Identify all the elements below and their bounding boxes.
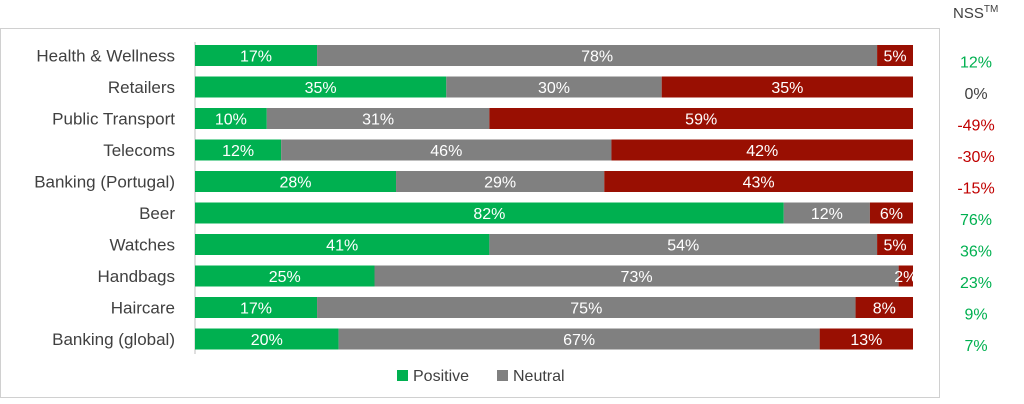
data-label: 35% — [305, 80, 337, 97]
category-label: Haircare — [111, 299, 175, 318]
chart-frame — [0, 28, 940, 398]
data-label: 12% — [811, 206, 843, 223]
data-label: 5% — [883, 238, 906, 255]
bar-segment — [195, 45, 318, 66]
category-label: Watches — [109, 236, 175, 255]
bar-segment — [195, 171, 397, 192]
data-label: 28% — [280, 175, 312, 192]
bar-segment — [661, 76, 913, 98]
data-label: 30% — [538, 80, 570, 97]
bar-segment — [281, 139, 612, 161]
data-label: 13% — [850, 332, 882, 349]
nss-value: -49% — [957, 118, 994, 135]
data-label: 20% — [251, 332, 283, 349]
bar-segment — [317, 297, 856, 318]
bar-segment — [877, 234, 913, 255]
data-label: 59% — [685, 112, 717, 129]
bar-segment — [195, 202, 784, 224]
bar-segment — [195, 328, 339, 350]
bar-segment — [446, 76, 662, 98]
nss-value: 36% — [960, 244, 992, 261]
nss-layer: 12% 0% -49% -30% -15% 76% 36% 23% 9% 7% — [957, 55, 994, 356]
category-label: Telecoms — [103, 141, 175, 160]
category-label: Banking (Portugal) — [34, 173, 175, 192]
nss-value: -15% — [957, 181, 994, 198]
bar-segment — [195, 265, 375, 287]
legend-label: Positive — [413, 368, 469, 385]
bar-segment — [374, 265, 899, 287]
nss-value: 7% — [964, 338, 987, 355]
bar-segment — [604, 171, 913, 192]
category-label: Handbags — [97, 267, 175, 286]
category-label: Beer — [139, 204, 175, 223]
bar-segment — [195, 139, 282, 161]
labels-layer: 17% 78% 5% 35% 30% 35% 10% 31% 59% 12% 46% 42% 28% 29… — [215, 49, 917, 350]
legend-swatch — [397, 370, 408, 381]
bar-segment — [819, 328, 913, 350]
category-label: Health & Wellness — [36, 47, 175, 66]
nss-value: 76% — [960, 212, 992, 229]
data-label: 10% — [215, 112, 247, 129]
data-label: 42% — [746, 143, 778, 160]
bars-layer — [195, 45, 913, 350]
nss-header-trademark: TM — [983, 4, 999, 15]
nss-value: 0% — [964, 86, 987, 103]
nss-value: 23% — [960, 275, 992, 292]
nss-header: NSSTM — [953, 4, 998, 22]
bar-segment — [611, 139, 913, 161]
data-label: 43% — [743, 175, 775, 192]
data-label: 29% — [484, 175, 516, 192]
data-label: 17% — [240, 301, 272, 318]
axis-layer: Health & Wellness Retailers Public Transpo… — [34, 42, 196, 354]
data-label: 78% — [581, 49, 613, 66]
bar-segment — [783, 202, 870, 224]
bar-segment — [898, 265, 913, 287]
nss-value: 9% — [964, 307, 987, 324]
data-label: 67% — [563, 332, 595, 349]
data-label: 75% — [570, 301, 602, 318]
data-label: 82% — [473, 206, 505, 223]
data-label: 2% — [894, 269, 917, 286]
bar-segment — [877, 45, 913, 66]
bar-segment — [489, 234, 878, 255]
data-label: 73% — [621, 269, 653, 286]
data-label: 12% — [222, 143, 254, 160]
data-label: 6% — [880, 206, 903, 223]
data-label: 46% — [430, 143, 462, 160]
data-label: 25% — [269, 269, 301, 286]
bar-segment — [195, 76, 447, 98]
bar-segment — [317, 45, 878, 66]
legend-label: Neutral — [513, 368, 565, 385]
bar-segment — [338, 328, 820, 350]
data-label: 31% — [362, 112, 394, 129]
bar-segment — [195, 234, 490, 255]
legend-swatch — [497, 370, 508, 381]
category-label: Public Transport — [52, 110, 175, 129]
nss-value: 12% — [960, 55, 992, 72]
data-label: 41% — [326, 238, 358, 255]
data-label: 17% — [240, 49, 272, 66]
data-label: 35% — [771, 80, 803, 97]
bar-segment — [396, 171, 605, 192]
data-label: 8% — [873, 301, 896, 318]
category-label: Banking (global) — [52, 330, 175, 349]
bar-segment — [195, 108, 267, 129]
bar-segment — [195, 297, 318, 318]
bar-segment — [855, 297, 913, 318]
nss-value: -30% — [957, 149, 994, 166]
category-label: Retailers — [108, 78, 175, 97]
bar-segment — [266, 108, 490, 129]
bar-segment — [489, 108, 913, 129]
data-label: 54% — [667, 238, 699, 255]
data-label: 5% — [883, 49, 906, 66]
legend-layer: Positive Neutral — [397, 368, 565, 385]
bar-segment — [869, 202, 913, 224]
nss-header-text: NSS — [953, 5, 984, 22]
